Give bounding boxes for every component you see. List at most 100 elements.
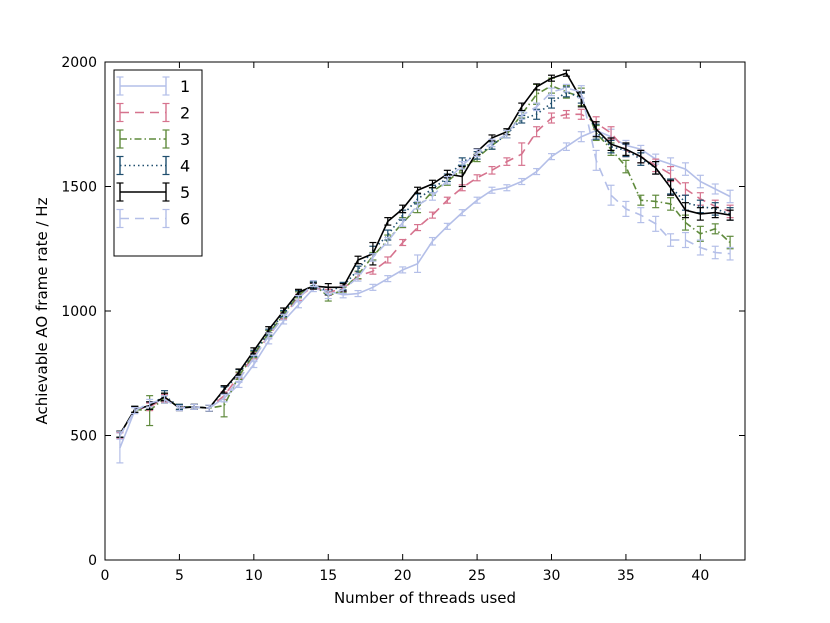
series-line bbox=[119, 90, 731, 435]
error-bar bbox=[369, 267, 377, 275]
error-bar bbox=[399, 204, 407, 214]
error-bar bbox=[548, 74, 556, 82]
series-line bbox=[119, 129, 731, 449]
error-bar bbox=[161, 395, 169, 404]
error-bar bbox=[533, 126, 541, 138]
error-bar bbox=[548, 97, 556, 109]
error-bar bbox=[488, 165, 496, 175]
error-bar bbox=[533, 167, 541, 176]
error-bar bbox=[488, 186, 496, 194]
error-bar bbox=[354, 289, 362, 298]
y-tick-label: 0 bbox=[88, 553, 97, 569]
error-bar bbox=[696, 207, 704, 221]
error-bar bbox=[399, 218, 407, 227]
error-bar bbox=[384, 217, 392, 226]
legend-item: 3 bbox=[116, 129, 190, 149]
error-bar bbox=[577, 131, 585, 143]
error-bar bbox=[384, 236, 392, 246]
error-bar bbox=[637, 194, 645, 206]
error-bar bbox=[443, 222, 451, 230]
error-bar bbox=[726, 235, 734, 250]
y-axis-label: Achievable AO frame rate / Hz bbox=[33, 197, 51, 424]
x-tick-label: 10 bbox=[245, 568, 263, 584]
series-3 bbox=[116, 77, 734, 438]
error-bar bbox=[503, 129, 511, 139]
error-bar bbox=[622, 142, 630, 156]
legend-item: 4 bbox=[116, 155, 190, 176]
error-bar bbox=[414, 186, 422, 194]
error-bar bbox=[414, 223, 422, 232]
error-bar bbox=[384, 256, 392, 264]
legend-item: 6 bbox=[116, 208, 190, 229]
error-bar bbox=[652, 215, 660, 232]
error-bar bbox=[696, 225, 704, 242]
series-line bbox=[119, 72, 731, 435]
x-tick-label: 40 bbox=[691, 568, 709, 584]
error-bar bbox=[681, 182, 689, 196]
x-tick-label: 0 bbox=[101, 568, 110, 584]
error-bar bbox=[696, 239, 704, 256]
error-bar bbox=[681, 162, 689, 176]
error-bar bbox=[220, 393, 228, 403]
series-4 bbox=[116, 86, 734, 438]
error-bar bbox=[309, 280, 317, 288]
series-line bbox=[119, 84, 731, 435]
error-bar bbox=[711, 207, 719, 219]
error-bar bbox=[294, 294, 302, 303]
error-bar bbox=[607, 137, 615, 151]
error-bar bbox=[622, 159, 630, 174]
error-bar bbox=[652, 161, 660, 175]
error-bar bbox=[205, 404, 213, 412]
legend-label: 2 bbox=[180, 104, 190, 123]
x-tick-label: 15 bbox=[319, 568, 337, 584]
y-tick-label: 500 bbox=[70, 429, 97, 445]
error-bar bbox=[473, 174, 481, 182]
error-bar bbox=[577, 85, 585, 99]
error-bar bbox=[562, 109, 570, 119]
error-bar bbox=[354, 255, 362, 265]
error-bar bbox=[667, 197, 675, 211]
error-bar bbox=[592, 149, 600, 171]
error-bar bbox=[667, 179, 675, 196]
error-bar bbox=[562, 83, 570, 93]
error-bar bbox=[637, 207, 645, 224]
error-bar bbox=[607, 184, 615, 206]
x-axis-label: Number of threads used bbox=[334, 589, 516, 607]
legend-box bbox=[113, 69, 203, 257]
error-bar bbox=[220, 385, 228, 394]
error-bar bbox=[324, 290, 332, 300]
x-tick-label: 35 bbox=[617, 568, 635, 584]
error-bar bbox=[458, 209, 466, 217]
error-bar bbox=[622, 200, 630, 217]
error-bar bbox=[146, 398, 154, 408]
error-bar bbox=[414, 200, 422, 210]
error-bar bbox=[339, 285, 347, 295]
error-bar bbox=[518, 111, 526, 120]
error-bar bbox=[488, 138, 496, 148]
legend-item: 5 bbox=[116, 182, 190, 202]
error-bar bbox=[518, 177, 526, 186]
error-bar bbox=[473, 196, 481, 204]
error-bar bbox=[548, 87, 556, 97]
error-bar bbox=[503, 184, 511, 192]
error-bar bbox=[428, 211, 436, 219]
error-bar bbox=[711, 183, 719, 195]
error-bar bbox=[131, 407, 139, 415]
error-bar bbox=[726, 189, 734, 204]
error-bar bbox=[235, 375, 243, 384]
series-layer bbox=[116, 69, 734, 464]
error-bar bbox=[428, 236, 436, 246]
error-bar bbox=[548, 112, 556, 124]
error-bar bbox=[175, 405, 183, 412]
error-bar bbox=[711, 223, 719, 235]
y-tick-label: 1000 bbox=[61, 304, 97, 320]
x-tick-label: 30 bbox=[543, 568, 561, 584]
legend-label: 5 bbox=[180, 183, 190, 202]
error-bar bbox=[473, 148, 481, 158]
error-bar bbox=[250, 354, 258, 362]
legend: 1 2 3 4 5 6 bbox=[113, 69, 203, 257]
error-bar bbox=[116, 431, 124, 440]
error-bar bbox=[354, 273, 362, 282]
